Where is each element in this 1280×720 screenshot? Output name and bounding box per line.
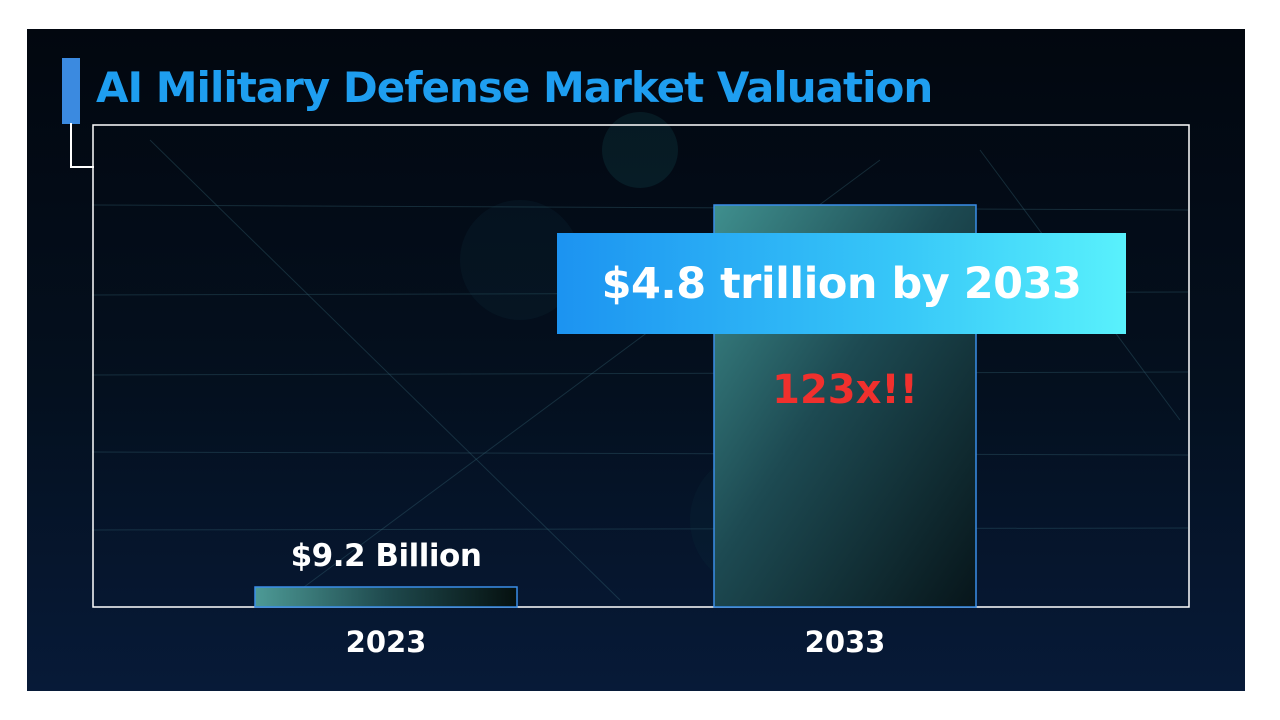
bracket-decoration — [70, 123, 94, 168]
title-accent-bar — [62, 58, 80, 124]
value-label-2023: $9.2 Billion — [291, 538, 482, 574]
chart-title: AI Military Defense Market Valuation — [96, 63, 933, 112]
callout-text: $4.8 trillion by 2033 — [601, 258, 1082, 309]
bar-2023 — [254, 586, 518, 608]
x-tick-2033: 2033 — [805, 625, 886, 659]
growth-multiplier-label: 123x!! — [772, 367, 918, 413]
callout-banner: $4.8 trillion by 2033 — [557, 233, 1126, 334]
x-tick-2023: 2023 — [346, 625, 427, 659]
slide-background — [27, 29, 1245, 691]
background-lines — [91, 139, 1189, 601]
plot-frame — [92, 124, 1190, 608]
